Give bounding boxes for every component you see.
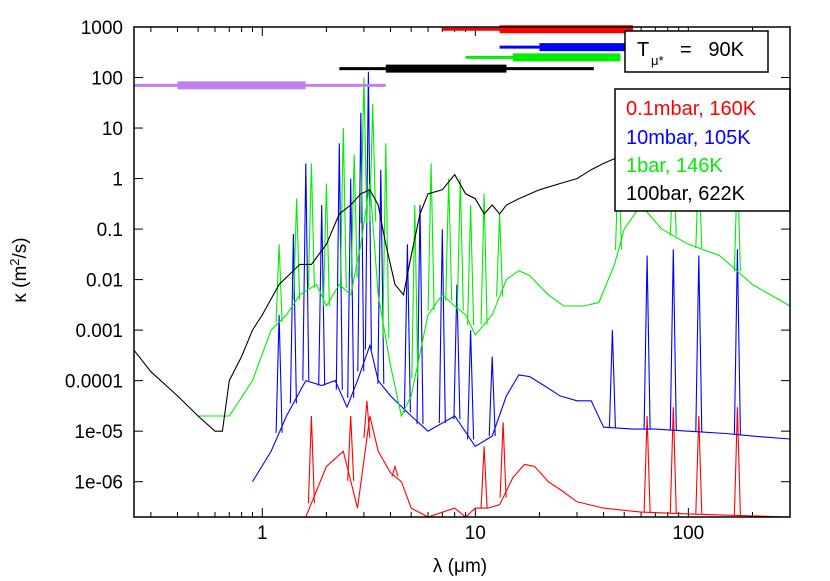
y-axis-label-tail: /s) [10, 237, 31, 258]
series-layer [133, 71, 791, 518]
series-2-spike-6 [360, 77, 368, 224]
series-line-1 [252, 343, 791, 482]
series-1-spike-5 [347, 178, 355, 398]
x-tick-label-0: 1 [257, 523, 268, 544]
legend-item-1: 10mbar, 105K [626, 127, 751, 149]
y-axis-label-sup: 2 [7, 258, 22, 265]
series-1 [252, 71, 791, 482]
series-1-spike-3 [318, 204, 326, 386]
y-axis-label: κ (m2/s) [7, 237, 31, 302]
series-2-spike-9 [411, 204, 419, 379]
temperature-annotation: T μ* = 90K [624, 30, 769, 73]
temperature-annotation-value: = 90K [680, 39, 745, 61]
y-axis-label-main: κ (m [10, 266, 31, 303]
y-tick-label-9: 1000 [81, 18, 123, 39]
y-tick-labels: 1e-06 1e-05 0.0001 0.001 0.01 0.1 1 10 100 1000 [65, 18, 123, 494]
series-0 [305, 400, 791, 518]
x-tick-label-1: 10 [465, 523, 486, 544]
temperature-annotation-T: T [637, 39, 649, 61]
series-2 [198, 77, 791, 418]
series-line-0 [305, 415, 791, 518]
series-3 [133, 142, 791, 432]
series-0-spike-3 [391, 464, 399, 477]
series-0-spike-8 [695, 415, 703, 515]
series-2-spike-10 [427, 163, 435, 311]
series-1-spike-18 [695, 255, 703, 432]
legend-item-3: 100bar, 622K [626, 183, 746, 205]
series-1-spike-19 [733, 249, 741, 435]
series-1-spike-15 [608, 330, 616, 428]
series-2-spike-11 [445, 178, 453, 301]
series-1-spike-8 [377, 169, 385, 384]
series-1-spike-10 [416, 204, 424, 424]
series-2-spike-1 [293, 198, 301, 300]
series-line-3 [133, 142, 791, 432]
x-axis-label: λ (μm) [433, 556, 487, 577]
y-tick-label-7: 10 [102, 119, 123, 140]
series-line-2 [198, 183, 791, 418]
series-1-spike-13 [467, 330, 475, 440]
series-2-spike-7 [369, 103, 377, 222]
series-1-spike-14 [488, 356, 496, 437]
x-tick-labels: 1 10 100 [257, 523, 704, 544]
series-1-spike-17 [669, 249, 677, 431]
y-tick-label-3: 0.001 [75, 321, 123, 342]
series-2-spike-13 [467, 204, 475, 326]
plot-frame [133, 26, 791, 518]
series-2-spike-14 [480, 193, 488, 325]
series-1-spike-7 [364, 71, 372, 350]
series-2-spike-2 [307, 163, 315, 288]
series-2-spike-12 [456, 178, 464, 311]
svg-text:κ (m2/s): κ (m2/s) [7, 237, 31, 302]
series-1-spike-6 [357, 112, 365, 372]
y-tick-label-0: 1e-06 [74, 473, 123, 494]
series-1-spike-12 [453, 284, 461, 420]
series-0-spike-5 [499, 422, 507, 498]
series-1-spike-9 [403, 244, 411, 413]
temperature-annotation-subscript: μ* [651, 53, 664, 68]
series-1-spike-16 [643, 255, 651, 430]
legend-item-2: 1bar, 146K [626, 155, 723, 177]
series-0-spike-2 [363, 400, 371, 438]
y-tick-label-1: 1e-05 [74, 422, 123, 443]
series-2-spike-4 [339, 127, 347, 289]
legend: 0.1mbar, 160K 10mbar, 105K 1bar, 146K 10… [614, 88, 791, 212]
y-tick-label-8: 100 [91, 69, 123, 90]
series-1-spike-1 [289, 233, 297, 404]
series-2-spike-0 [275, 244, 283, 323]
legend-item-0: 0.1mbar, 160K [626, 98, 757, 120]
series-0-spike-6 [643, 415, 651, 513]
series-0-spike-4 [480, 446, 488, 509]
series-0-spike-1 [347, 415, 355, 481]
series-1-spike-11 [438, 229, 446, 424]
series-2-spike-5 [350, 154, 358, 278]
series-2-spike-15 [496, 213, 504, 297]
y-tick-label-4: 0.01 [86, 271, 123, 292]
range-bars [134, 25, 634, 90]
series-2-spike-3 [322, 183, 330, 307]
series-0-spike-9 [733, 407, 741, 516]
legend-box [614, 88, 791, 212]
x-tick-label-2: 100 [673, 523, 705, 544]
y-tick-label-5: 0.1 [97, 220, 123, 241]
series-2-spike-8 [382, 143, 390, 339]
series-0-spike-0 [307, 415, 315, 504]
temperature-annotation-box [624, 30, 769, 73]
series-1-spike-2 [302, 163, 310, 381]
series-0-spike-7 [669, 407, 677, 514]
y-tick-label-6: 1 [112, 170, 123, 191]
y-tick-label-2: 0.0001 [65, 372, 123, 393]
series-1-spike-4 [335, 143, 343, 390]
series-1-spike-0 [275, 314, 283, 433]
